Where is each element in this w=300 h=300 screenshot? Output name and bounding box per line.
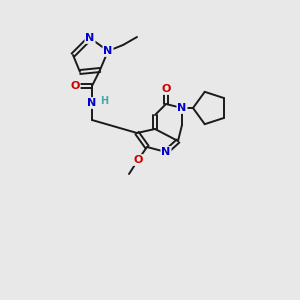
Text: N: N	[103, 46, 112, 56]
Text: N: N	[161, 147, 171, 157]
Text: H: H	[100, 96, 108, 106]
Text: N: N	[85, 33, 94, 43]
Text: N: N	[177, 103, 187, 113]
Text: O: O	[133, 155, 143, 165]
Text: N: N	[87, 98, 97, 108]
Text: O: O	[70, 81, 80, 91]
Text: O: O	[161, 84, 171, 94]
